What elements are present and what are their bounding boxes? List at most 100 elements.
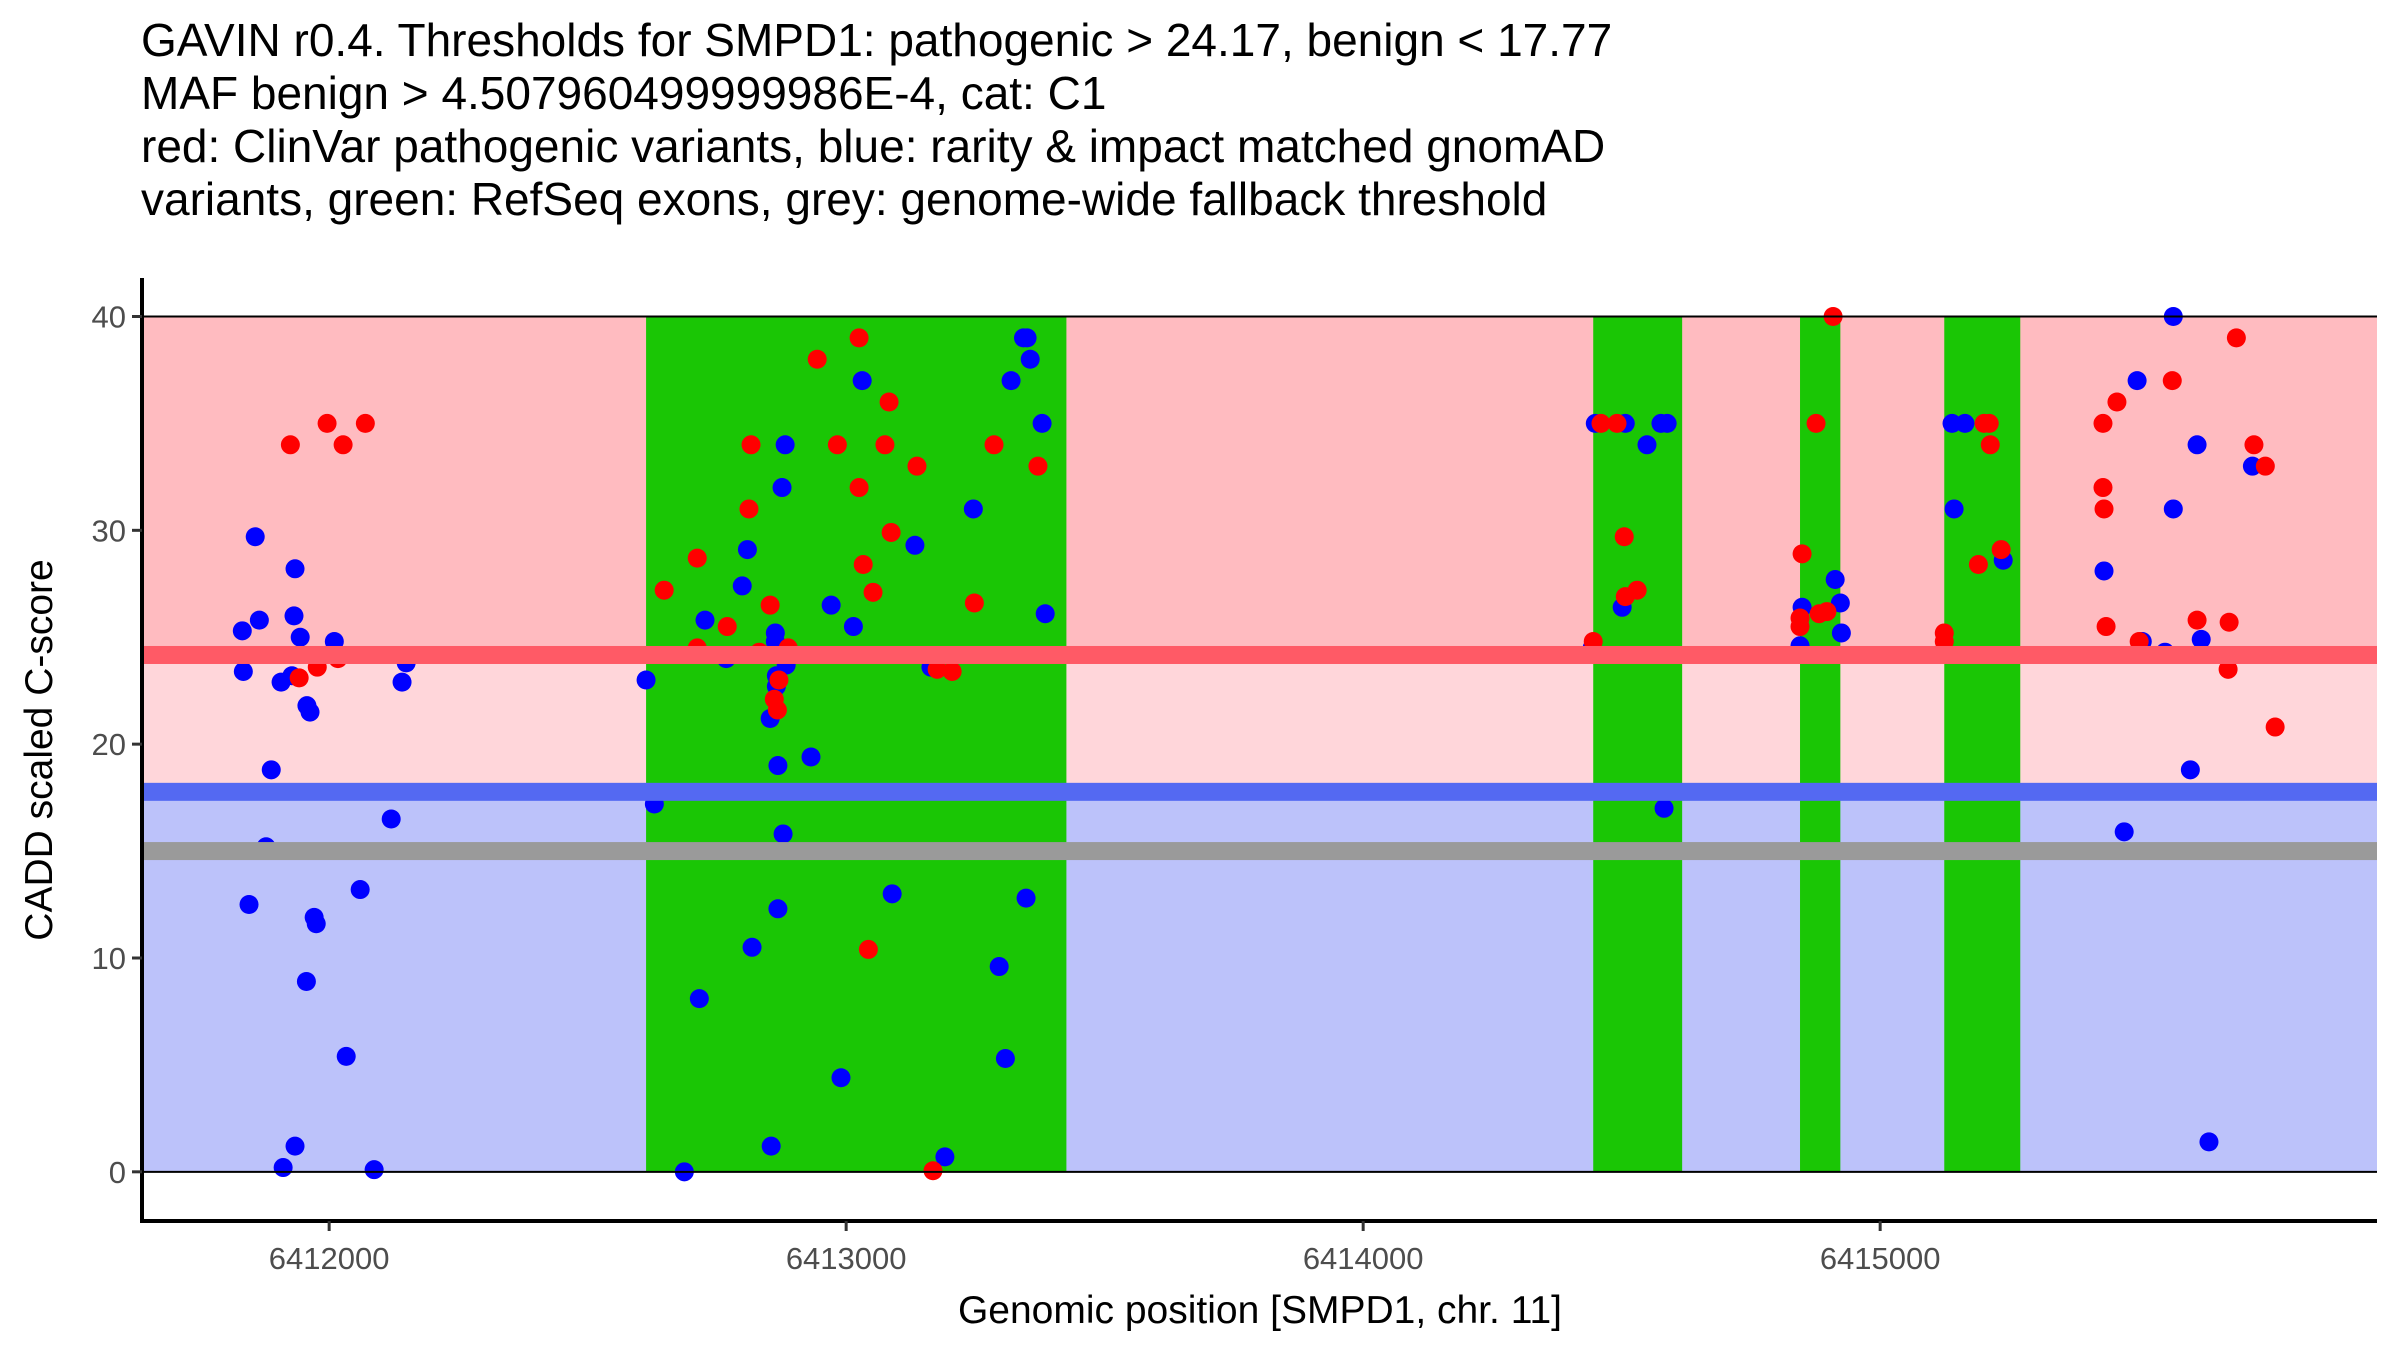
pathogenic-point (942, 661, 962, 681)
x-axis-title: Genomic position [SMPD1, chr. 11] (958, 1289, 1562, 1332)
pathogenic-point (767, 700, 787, 720)
pathogenic-point (1979, 413, 1999, 433)
title-line-3: red: ClinVar pathogenic variants, blue: … (141, 120, 1606, 172)
gnomad-point (233, 661, 253, 681)
pathogenic-point (1615, 587, 1635, 607)
title-line-4: variants, green: RefSeq exons, grey: gen… (141, 173, 1548, 225)
y-axis-title: CADD scaled C-score (18, 559, 61, 940)
gnomad-point (381, 809, 401, 829)
chart-title: GAVIN r0.4. Thresholds for SMPD1: pathog… (141, 14, 1612, 226)
gnomad-point (249, 610, 269, 630)
pathogenic-point (2218, 659, 2238, 679)
gnomad-point (350, 880, 370, 900)
gnomad-point (296, 972, 316, 992)
pathogenic-point (964, 593, 984, 613)
gnomad-point (300, 702, 320, 722)
pathogenic-point (769, 670, 789, 690)
pathogenic-point (807, 349, 827, 369)
gnomad-point (245, 527, 265, 547)
pathogenic-point (1991, 540, 2011, 560)
pathogenic-point (317, 413, 337, 433)
exon-region (646, 316, 1067, 1172)
gnomad-point (392, 672, 412, 692)
gnomad-point (843, 617, 863, 637)
pathogenic-point (1028, 456, 1048, 476)
x-tick-label: 6412000 (269, 1241, 390, 1276)
pathogenic-point (1792, 544, 1812, 564)
pathogenic-point (2187, 610, 2207, 630)
gnomad-point (239, 895, 259, 915)
gnomad-point (306, 914, 326, 934)
gnomad-point (963, 499, 983, 519)
pathogenic-point (2093, 478, 2113, 498)
gnomad-point (695, 610, 715, 630)
exon-regions (646, 316, 2021, 1172)
gnomad-point (821, 595, 841, 615)
gnomad-point (935, 1147, 955, 1167)
y-tick-label: 0 (109, 1155, 126, 1190)
pathogenic-point (2265, 717, 2285, 737)
pathogenic-point (355, 413, 375, 433)
y-tick-label: 10 (92, 941, 126, 976)
pathogenic-point (1790, 617, 1810, 637)
gnomad-point (768, 899, 788, 919)
background-zones (144, 316, 2377, 1172)
pathogenic-point (1980, 435, 2000, 455)
y-tick-label: 20 (92, 727, 126, 762)
axes: 0 10 20 30 40 6412000 6413000 6414000 6415000 (92, 278, 2377, 1276)
gnomad-point (285, 1136, 305, 1156)
title-line-2: MAF benign > 4.507960499999986E-4, cat: … (141, 67, 1107, 119)
exon-region (1800, 316, 1841, 1172)
x-tick-label: 6415000 (1820, 1241, 1941, 1276)
gnomad-point (1955, 413, 1975, 433)
gnomad-point (636, 670, 656, 690)
pathogenic-point (984, 435, 1004, 455)
threshold-lines (144, 315, 2377, 1173)
gnomad-point (2163, 499, 2183, 519)
pathogenic-point (2226, 328, 2246, 348)
pathogenic-point (1968, 555, 1988, 575)
pathogenic-point (863, 582, 883, 602)
gnomad-point (737, 540, 757, 560)
pathogenic-point (2093, 413, 2113, 433)
pathogenic-point (760, 595, 780, 615)
x-tick-label: 6414000 (1303, 1241, 1424, 1276)
gnomad-point (775, 435, 795, 455)
pathogenic-point (1809, 604, 1829, 624)
gnomad-point (1001, 371, 1021, 391)
gnomad-point (285, 559, 305, 579)
gnomad-point (1657, 413, 1677, 433)
pathogenic-point (280, 435, 300, 455)
benign-threshold-line (144, 782, 2377, 801)
gnomad-point (1831, 623, 1851, 643)
pathogenic-point (2219, 612, 2239, 632)
pathogenic-zone (144, 316, 2377, 655)
uncertain-zone (144, 654, 2377, 792)
pathogenic-point (333, 435, 353, 455)
gnomad-point (773, 824, 793, 844)
pathogenic-point (654, 580, 674, 600)
gnomad-point (273, 1158, 293, 1178)
gnomad-point (1637, 435, 1657, 455)
pathogenic-point (1806, 413, 1826, 433)
pathogenic-point (827, 435, 847, 455)
pathogenic-point (2255, 456, 2275, 476)
gnomad-point (882, 884, 902, 904)
gnomad-point (2114, 822, 2134, 842)
gnomad-point (742, 937, 762, 957)
pathogenic-point (687, 548, 707, 568)
gnomad-point (1016, 888, 1036, 908)
pathogenic-point (1607, 413, 1627, 433)
pathogenic-point (2096, 617, 2116, 637)
pathogenic-point (881, 522, 901, 542)
gnomad-point (732, 576, 752, 596)
exon-region (1593, 316, 1683, 1172)
gnomad-point (271, 672, 291, 692)
gnomad-point (831, 1068, 851, 1088)
gnomad-point (1944, 499, 1964, 519)
gnomad-point (2187, 435, 2207, 455)
pathogenic-point (289, 668, 309, 688)
gnomad-point (1825, 570, 1845, 590)
pathogenic-point (849, 478, 869, 498)
gnomad-point (2199, 1132, 2219, 1152)
